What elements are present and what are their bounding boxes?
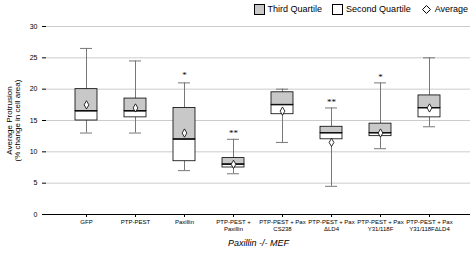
svg-text:PTP-PEST + PaxY31/118FΔLD4: PTP-PEST + PaxY31/118FΔLD4	[406, 219, 452, 232]
svg-text:Paxillin -/- MEF: Paxillin -/- MEF	[228, 238, 290, 248]
svg-text:PTP-PEST: PTP-PEST	[121, 219, 151, 225]
svg-text:Paxillin: Paxillin	[175, 219, 194, 225]
svg-text:30: 30	[30, 23, 38, 30]
svg-text:15: 15	[30, 117, 38, 124]
svg-text:PTP-PEST + PaxΔLD4: PTP-PEST + PaxΔLD4	[308, 219, 354, 232]
svg-text:GFP: GFP	[80, 219, 92, 225]
svg-text:0: 0	[34, 211, 38, 218]
svg-text:*: *	[378, 72, 383, 82]
svg-text:PTP-PEST + PaxCS238: PTP-PEST + PaxCS238	[259, 219, 305, 232]
svg-text:Average Protrusion(% change in: Average Protrusion(% change in cell area…	[5, 79, 22, 161]
svg-text:25: 25	[30, 54, 38, 61]
svg-text:PTP-PEST +Paxillin: PTP-PEST +Paxillin	[216, 219, 251, 232]
svg-text:20: 20	[30, 85, 38, 92]
svg-text:**: **	[327, 97, 337, 107]
html-text:Average: Average	[434, 4, 468, 14]
svg-text:10: 10	[30, 148, 38, 155]
svg-text:PTP-PEST + PaxY31/118F: PTP-PEST + PaxY31/118F	[357, 219, 403, 232]
svg-text:*: *	[182, 70, 187, 80]
svg-text:**: **	[229, 128, 239, 138]
html-text:Third Quartile: Third Quartile	[267, 4, 323, 14]
svg-text:5: 5	[34, 179, 38, 186]
html-text:Second Quartile: Second Quartile	[346, 4, 411, 14]
